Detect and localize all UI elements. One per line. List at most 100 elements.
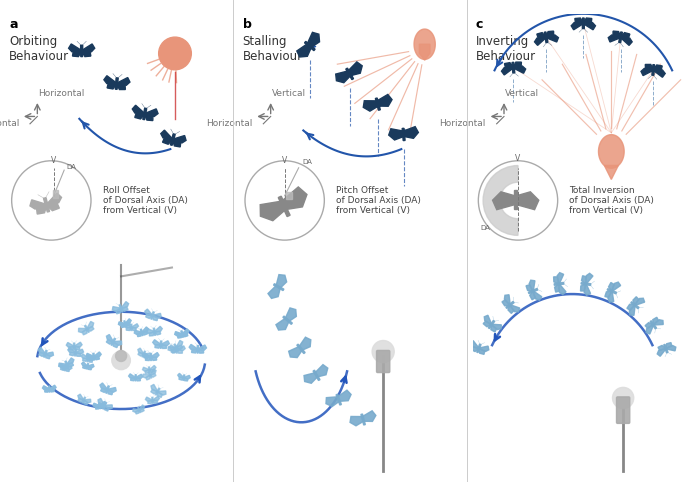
Polygon shape — [145, 370, 149, 374]
Polygon shape — [102, 402, 106, 409]
Polygon shape — [183, 329, 189, 334]
Polygon shape — [139, 409, 144, 412]
Polygon shape — [547, 35, 559, 42]
Polygon shape — [535, 37, 545, 45]
Polygon shape — [160, 341, 162, 348]
Polygon shape — [43, 386, 49, 390]
Polygon shape — [104, 406, 108, 411]
Polygon shape — [170, 134, 175, 145]
Polygon shape — [584, 23, 596, 30]
Polygon shape — [106, 335, 113, 342]
Polygon shape — [512, 62, 514, 73]
Polygon shape — [181, 331, 183, 337]
Polygon shape — [146, 329, 154, 334]
Circle shape — [159, 37, 191, 70]
FancyBboxPatch shape — [52, 190, 58, 198]
Text: Orbiting
Behaviour: Orbiting Behaviour — [9, 35, 69, 63]
Polygon shape — [172, 350, 176, 353]
Polygon shape — [281, 187, 307, 210]
Polygon shape — [505, 295, 510, 305]
Polygon shape — [654, 65, 662, 70]
Polygon shape — [59, 363, 66, 367]
Polygon shape — [113, 342, 118, 348]
Polygon shape — [493, 192, 516, 210]
Polygon shape — [501, 67, 513, 75]
Text: Roll Offset
of Dorsal Axis (DA)
from Vertical (V): Roll Offset of Dorsal Axis (DA) from Ver… — [103, 186, 188, 215]
Polygon shape — [198, 349, 204, 353]
Polygon shape — [607, 289, 617, 294]
Text: V: V — [282, 157, 287, 165]
Polygon shape — [78, 399, 83, 402]
Polygon shape — [627, 304, 634, 310]
Text: a: a — [9, 18, 18, 31]
Polygon shape — [176, 346, 178, 353]
Polygon shape — [83, 401, 88, 405]
Polygon shape — [148, 372, 152, 378]
Polygon shape — [488, 321, 495, 329]
Polygon shape — [145, 309, 152, 316]
Polygon shape — [586, 273, 593, 283]
Polygon shape — [192, 349, 197, 353]
Polygon shape — [584, 18, 592, 23]
Polygon shape — [155, 331, 161, 335]
Text: Total Inversion
of Dorsal Axis (DA)
from Vertical (V): Total Inversion of Dorsal Axis (DA) from… — [569, 186, 654, 215]
Polygon shape — [526, 285, 533, 291]
Polygon shape — [86, 353, 93, 358]
Polygon shape — [75, 347, 80, 350]
Polygon shape — [654, 70, 665, 77]
Polygon shape — [143, 374, 150, 378]
Polygon shape — [135, 113, 144, 119]
Polygon shape — [151, 357, 157, 361]
Polygon shape — [508, 306, 514, 313]
Polygon shape — [132, 105, 144, 114]
Polygon shape — [650, 321, 657, 329]
Polygon shape — [173, 140, 181, 147]
Polygon shape — [76, 353, 80, 356]
Polygon shape — [101, 388, 107, 392]
Polygon shape — [140, 329, 143, 335]
Polygon shape — [94, 357, 99, 360]
Polygon shape — [666, 346, 676, 351]
Polygon shape — [646, 325, 653, 334]
Polygon shape — [183, 334, 188, 337]
Circle shape — [116, 350, 127, 362]
Polygon shape — [84, 399, 91, 403]
Polygon shape — [50, 389, 54, 392]
Polygon shape — [612, 282, 621, 291]
Polygon shape — [260, 201, 286, 221]
Polygon shape — [304, 373, 317, 383]
Polygon shape — [138, 348, 144, 354]
Polygon shape — [62, 365, 67, 370]
Text: V: V — [51, 157, 56, 165]
Polygon shape — [142, 327, 148, 333]
Polygon shape — [619, 32, 622, 43]
Polygon shape — [88, 364, 94, 368]
Polygon shape — [111, 338, 116, 346]
Polygon shape — [69, 352, 75, 356]
Polygon shape — [621, 37, 632, 45]
Polygon shape — [377, 94, 392, 106]
Polygon shape — [363, 101, 379, 111]
Polygon shape — [514, 66, 526, 73]
Polygon shape — [162, 138, 172, 144]
Polygon shape — [142, 351, 146, 357]
Polygon shape — [87, 321, 94, 329]
Polygon shape — [528, 288, 538, 294]
Polygon shape — [189, 344, 197, 349]
Polygon shape — [134, 330, 141, 335]
Polygon shape — [613, 31, 620, 37]
Polygon shape — [198, 345, 206, 350]
Polygon shape — [155, 326, 162, 332]
Polygon shape — [148, 367, 150, 373]
Polygon shape — [125, 319, 131, 324]
Polygon shape — [279, 196, 290, 216]
Polygon shape — [554, 277, 559, 283]
Polygon shape — [575, 18, 582, 23]
Polygon shape — [161, 345, 167, 348]
Polygon shape — [631, 302, 639, 309]
Polygon shape — [545, 32, 548, 43]
Polygon shape — [38, 352, 45, 356]
Text: Pitch Offset
of Dorsal Axis (DA)
from Vertical (V): Pitch Offset of Dorsal Axis (DA) from Ve… — [336, 186, 421, 215]
Polygon shape — [46, 354, 50, 359]
Polygon shape — [484, 315, 491, 324]
